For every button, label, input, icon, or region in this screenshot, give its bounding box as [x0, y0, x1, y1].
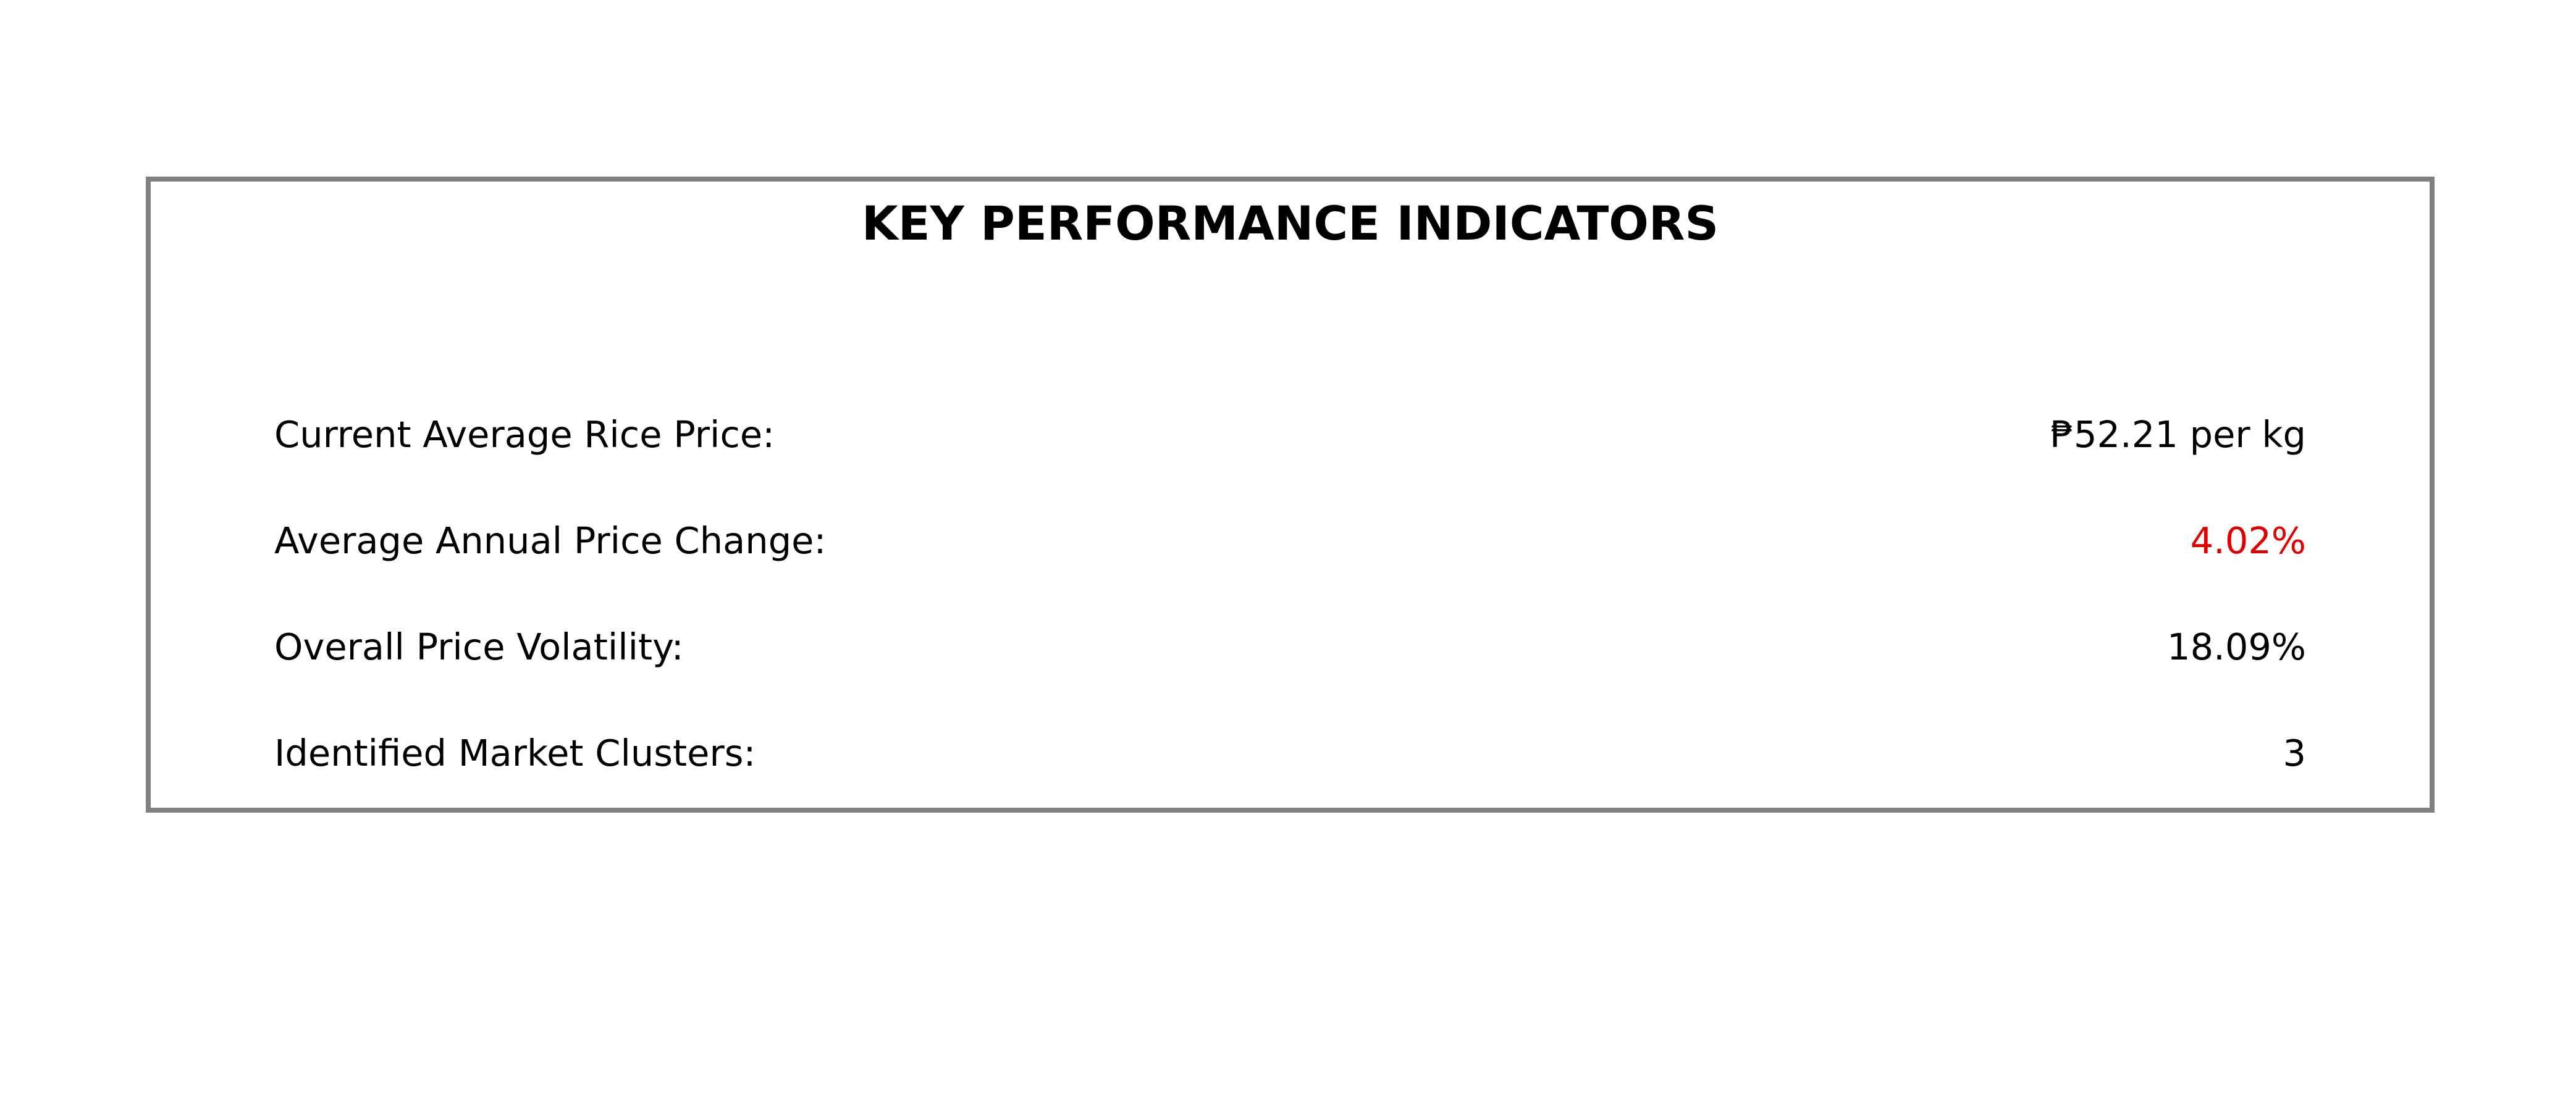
kpi-value: 18.09%	[2167, 625, 2306, 668]
kpi-label: Overall Price Volatility:	[274, 625, 684, 668]
kpi-value: 3	[2283, 731, 2306, 774]
kpi-title: KEY PERFORMANCE INDICATORS	[861, 196, 1719, 251]
kpi-value: 4.02%	[2190, 519, 2306, 562]
kpi-row-average-annual-price-change: Average Annual Price Change: 4.02%	[274, 509, 2306, 571]
kpi-row-current-average-rice-price: Current Average Rice Price: ₱52.21 per k…	[274, 403, 2306, 465]
kpi-label: Identified Market Clusters:	[274, 731, 756, 774]
kpi-value: ₱52.21 per kg	[2050, 412, 2306, 456]
kpi-panel: KEY PERFORMANCE INDICATORS Current Avera…	[146, 177, 2435, 813]
kpi-row-identified-market-clusters: Identified Market Clusters: 3	[274, 722, 2306, 784]
kpi-label: Average Annual Price Change:	[274, 519, 827, 562]
kpi-label: Current Average Rice Price:	[274, 412, 775, 456]
kpi-row-overall-price-volatility: Overall Price Volatility: 18.09%	[274, 616, 2306, 677]
